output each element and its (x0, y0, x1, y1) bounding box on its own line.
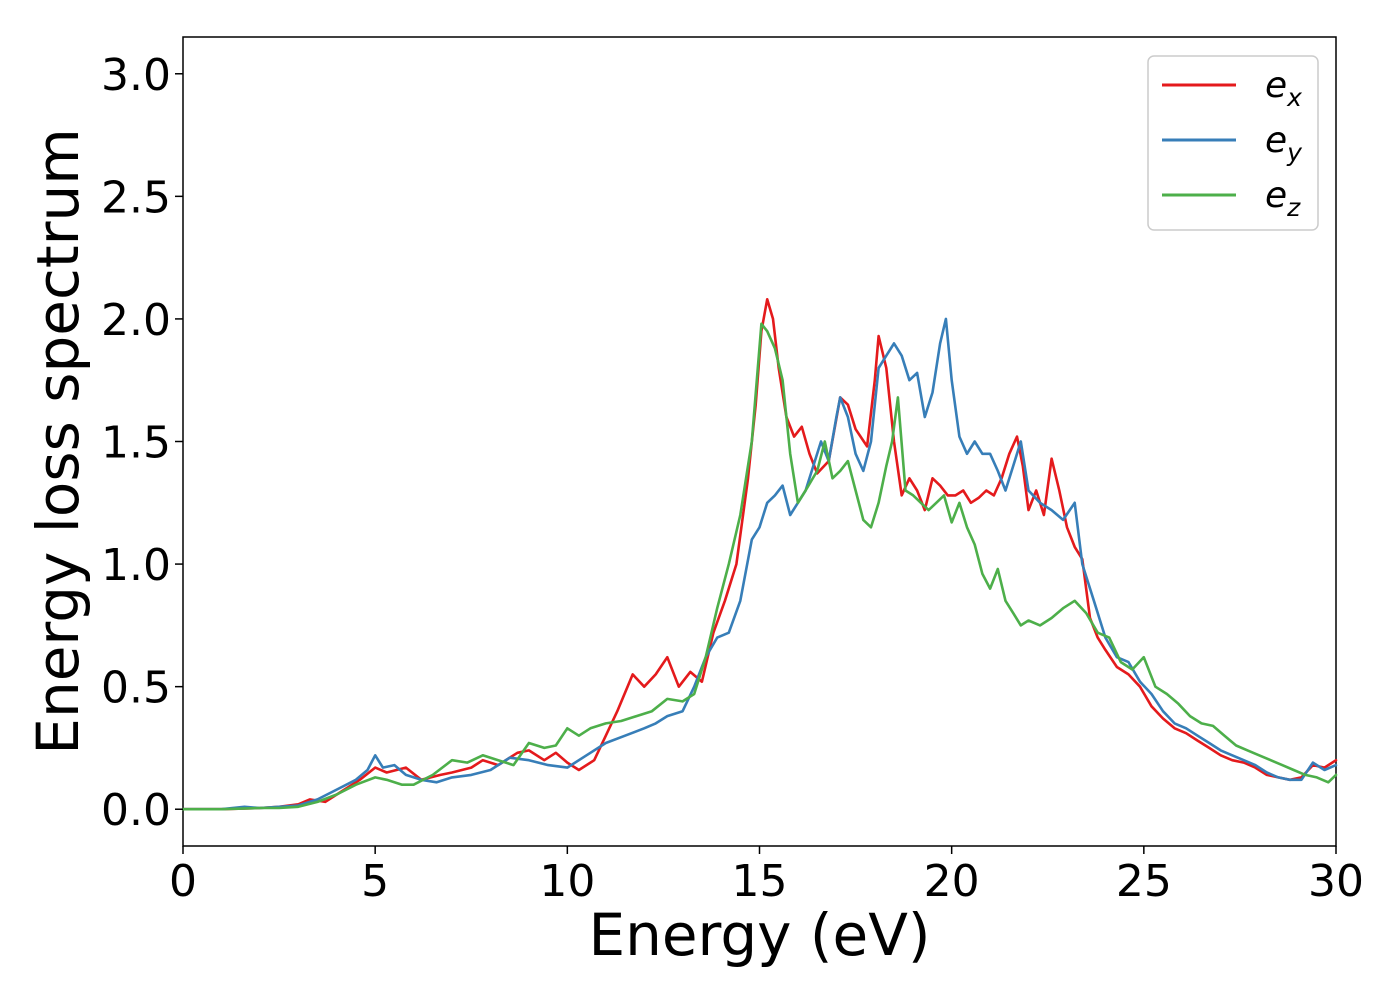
y-tick-label: 2.5 (101, 172, 171, 223)
series-line-z (181, 322, 1338, 811)
y-tick-label: 1.5 (101, 418, 171, 469)
x-tick-label: 25 (1116, 856, 1172, 907)
y-tick-label: 0.0 (101, 785, 171, 836)
x-tick-label: 30 (1308, 856, 1364, 907)
x-tick-label: 5 (361, 856, 389, 907)
y-tick-label: 0.5 (101, 663, 171, 714)
y-tick-label: 1.0 (101, 540, 171, 591)
x-tick-label: 0 (169, 856, 197, 907)
y-axis-title: Energy loss spectrum (24, 128, 92, 754)
plot-area: 0 5 10 15 20 25 30 0.0 0.5 1.0 1.5 2.0 2.5 3.0 (101, 36, 1364, 907)
series-layer (181, 298, 1338, 811)
y-tick-label: 2.0 (101, 295, 171, 346)
x-axis-title: Energy (eV) (588, 901, 930, 969)
x-tick-label: 10 (539, 856, 595, 907)
x-axis-ticks: 0 5 10 15 20 25 30 (169, 846, 1364, 907)
series-line-y (181, 317, 1338, 811)
y-axis-ticks: 0.0 0.5 1.0 1.5 2.0 2.5 3.0 (101, 50, 183, 836)
series-line-x (181, 298, 1338, 811)
y-tick-label: 3.0 (101, 50, 171, 101)
legend-frame (1147, 55, 1319, 231)
x-tick-label: 20 (924, 856, 980, 907)
x-tick-label: 15 (732, 856, 788, 907)
